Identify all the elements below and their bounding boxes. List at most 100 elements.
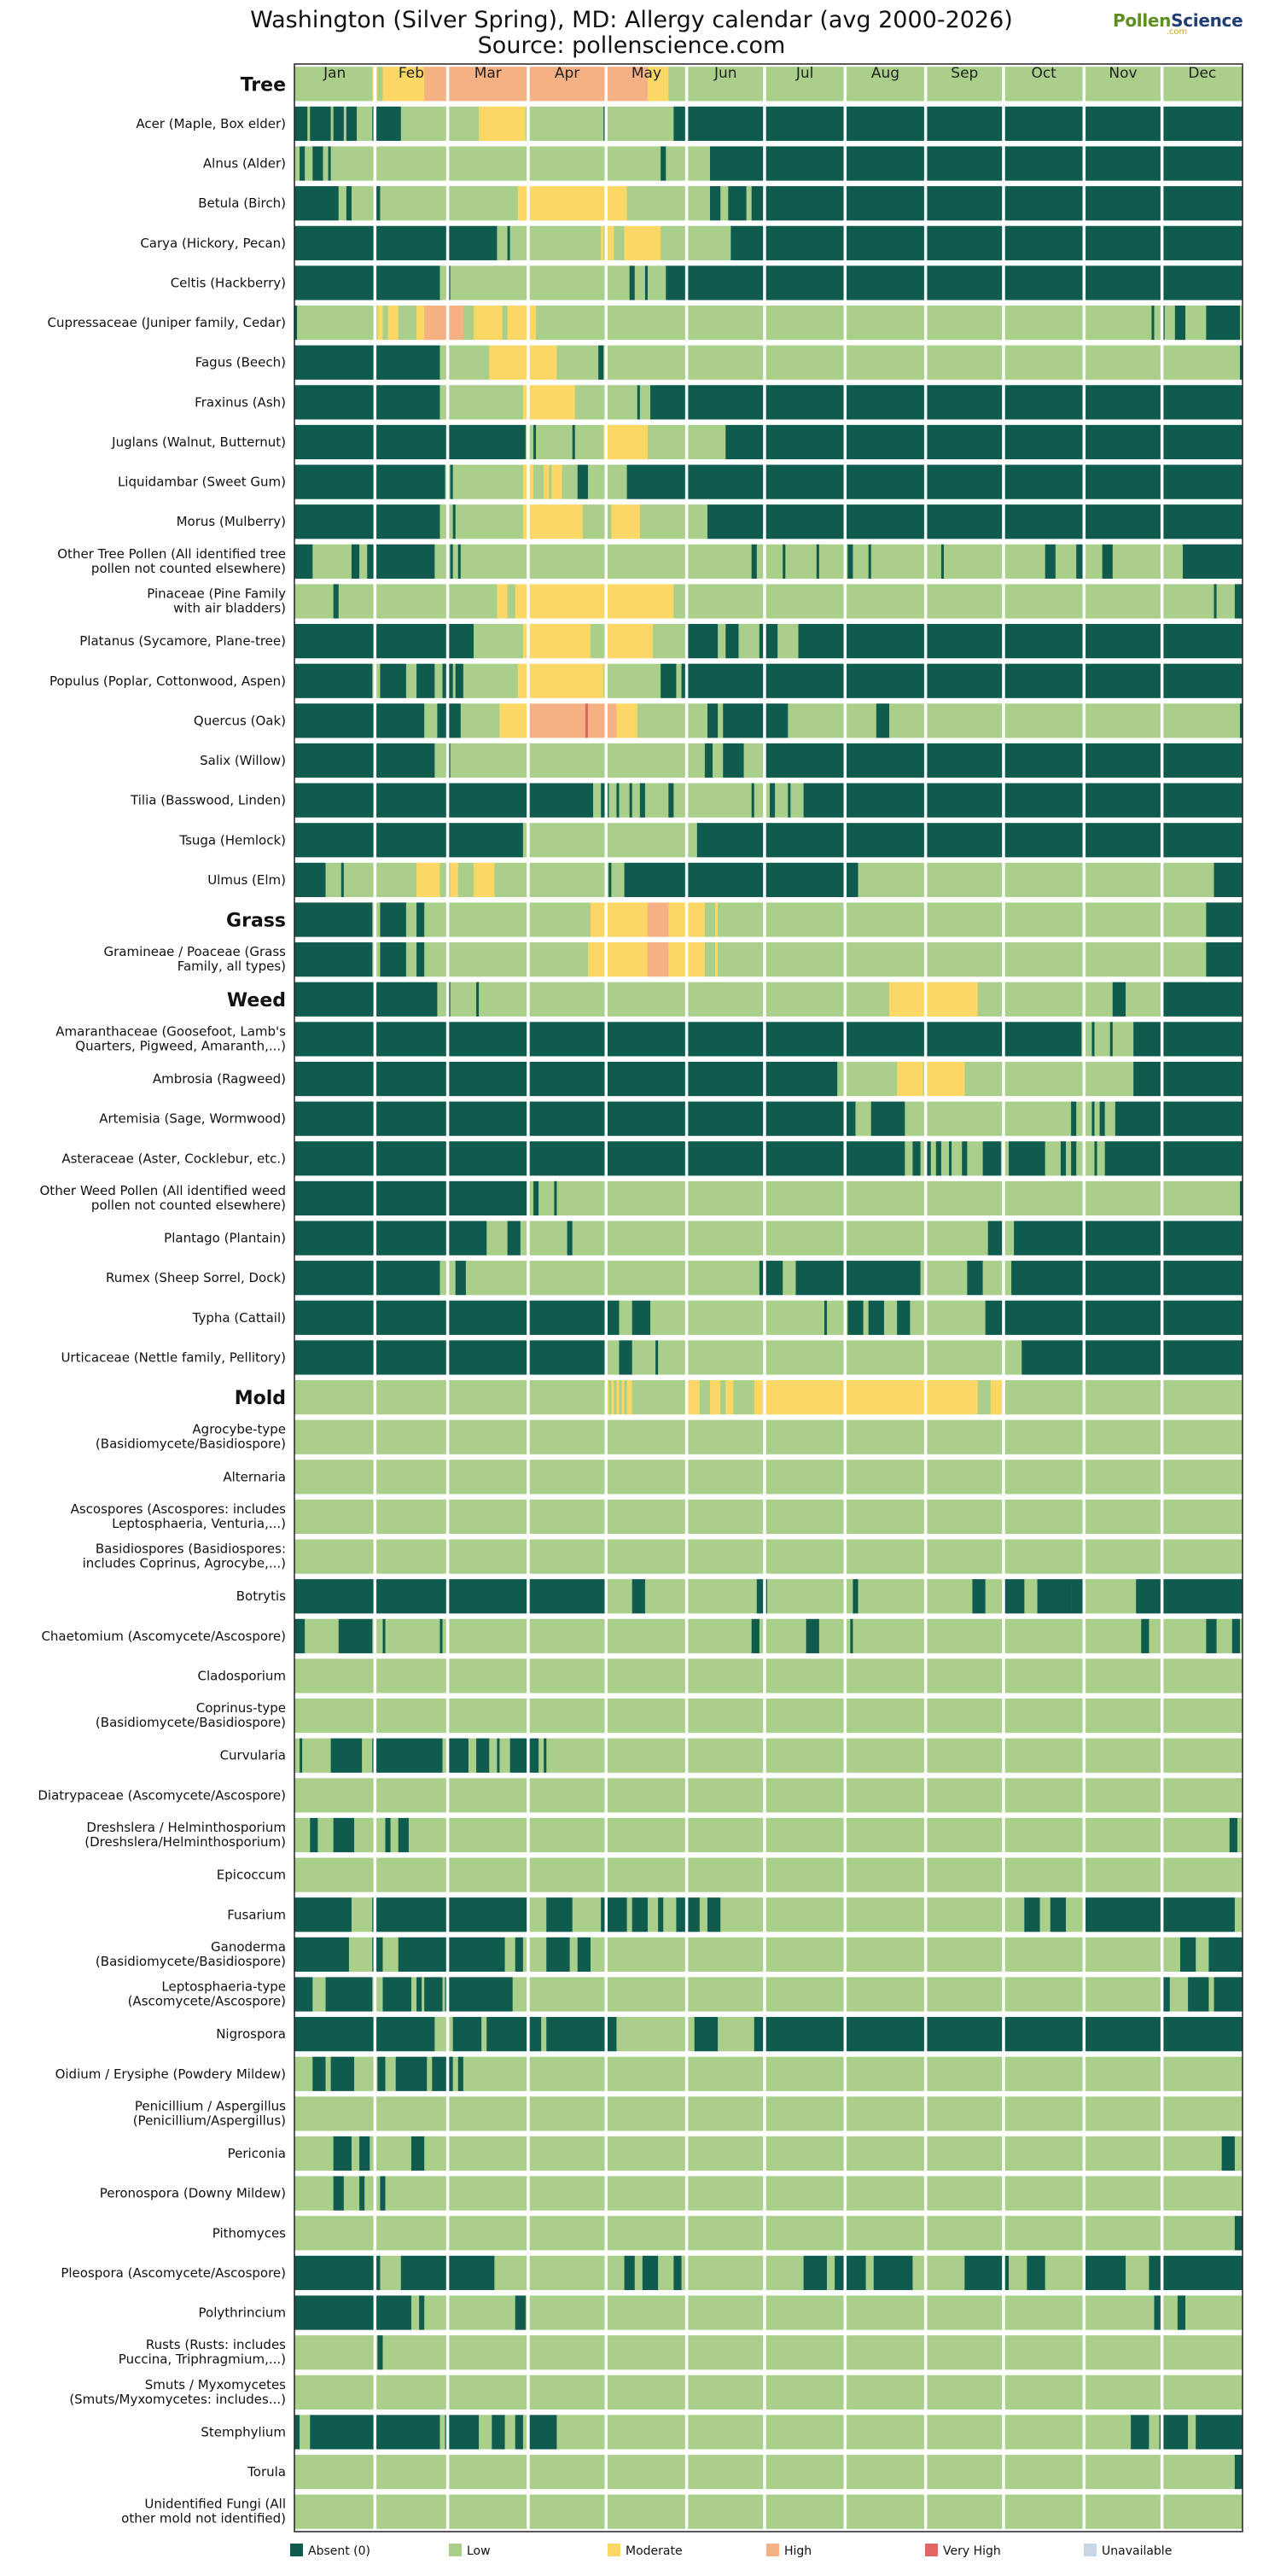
- heat-cell: [1221, 2136, 1236, 2171]
- heat-cell: [601, 225, 604, 260]
- month-label: May: [632, 65, 661, 82]
- heat-cell: [300, 2415, 311, 2450]
- heat-cell: [873, 2255, 913, 2291]
- heat-cell: [489, 1738, 498, 1773]
- heat-cell: [1239, 504, 1243, 539]
- heat-cell: [294, 2056, 313, 2091]
- heat-cell: [556, 345, 599, 380]
- heat-cell: [346, 186, 352, 221]
- pollenscience-logo[interactable]: PollenScience .com: [1113, 10, 1243, 37]
- heat-cell: [1239, 2136, 1243, 2171]
- heat-cell: [330, 2056, 355, 2091]
- heat-cell: [788, 703, 877, 738]
- heat-cell: [522, 823, 698, 858]
- heat-cell: [590, 624, 607, 659]
- heat-cell: [504, 1937, 516, 1972]
- heat-cell: [868, 1300, 885, 1335]
- heat-cell: [806, 1618, 820, 1653]
- heat-cell: [608, 862, 612, 898]
- heat-cell: [1188, 2415, 1196, 2450]
- heat-cell: [632, 1300, 651, 1335]
- heat-cell: [1131, 2415, 1150, 2450]
- heat-cell: [382, 67, 425, 102]
- heat-cell: [868, 544, 872, 579]
- heat-cell: [1094, 1101, 1100, 1136]
- heat-cell: [728, 186, 747, 221]
- month-label: Oct: [1031, 65, 1056, 82]
- heat-cell: [718, 703, 724, 738]
- heat-cell: [346, 106, 358, 142]
- heat-cell: [479, 106, 527, 142]
- heat-cell: [686, 1379, 701, 1415]
- heat-cell: [647, 942, 669, 977]
- heat-cell: [624, 225, 661, 260]
- row-label: Juglans (Walnut, Butternut): [111, 434, 286, 450]
- heat-cell: [920, 1141, 926, 1176]
- heat-cell: [1239, 2176, 1243, 2211]
- row-label: Quercus (Oak): [194, 713, 286, 728]
- heat-cell: [300, 146, 306, 181]
- heat-cell: [1239, 1300, 1243, 1335]
- heat-cell: [1161, 1977, 1171, 2012]
- row-label: Alternaria: [223, 1469, 286, 1484]
- heat-cell: [385, 2056, 397, 2091]
- row-label: Platanus (Sycamore, Plane-tree): [79, 633, 286, 649]
- heat-cell: [798, 624, 1241, 659]
- row-label: Tilia (Basswood, Linden): [130, 793, 286, 808]
- heat-cell: [1196, 2415, 1241, 2450]
- heat-cell: [1237, 1817, 1241, 1853]
- heat-cell: [382, 305, 388, 341]
- heat-cell: [1009, 2255, 1027, 2291]
- heat-cell: [644, 265, 649, 300]
- heat-cell: [910, 1300, 986, 1335]
- heat-cell: [1102, 544, 1114, 579]
- heat-cell: [434, 743, 448, 778]
- heat-cell: [294, 1460, 1241, 1495]
- heat-cell: [853, 1618, 1142, 1653]
- heat-cell: [380, 902, 407, 937]
- heat-cell: [294, 942, 373, 977]
- row-label: Urticaceae (Nettle family, Pellitory): [61, 1349, 286, 1365]
- legend-label: Unavailable: [1102, 2544, 1173, 2558]
- heat-cell: [546, 1937, 570, 1972]
- heat-cell: [515, 1937, 524, 1972]
- heat-cell: [294, 464, 445, 499]
- heat-cell: [294, 703, 425, 738]
- heat-cell: [751, 544, 758, 579]
- heat-cell: [611, 504, 641, 539]
- month-label: Nov: [1109, 65, 1137, 82]
- heat-cell: [294, 225, 498, 260]
- heat-cell: [343, 862, 417, 898]
- heat-cell: [380, 663, 407, 698]
- heat-cell: [1099, 1101, 1105, 1136]
- legend-label: Moderate: [626, 2544, 683, 2558]
- heat-cell: [434, 2017, 453, 2052]
- heat-cell: [294, 544, 313, 579]
- heat-cell: [398, 1817, 410, 1853]
- month-label: Dec: [1188, 65, 1216, 82]
- row-label: Tsuga (Hemlock): [178, 832, 286, 848]
- heat-cell: [377, 305, 383, 341]
- heat-cell: [1239, 1937, 1243, 1972]
- heat-cell: [305, 1618, 318, 1653]
- heat-cell: [1239, 584, 1243, 619]
- heat-cell: [940, 544, 945, 579]
- heat-cell: [382, 2335, 1241, 2370]
- legend-swatch: [766, 2544, 779, 2556]
- heat-cell: [424, 2295, 516, 2330]
- heat-cell: [889, 703, 1241, 738]
- heat-cell: [751, 1618, 760, 1653]
- heat-cell: [294, 1101, 856, 1136]
- legend-swatch: [608, 2544, 620, 2556]
- heat-cell: [614, 225, 625, 260]
- heat-cell: [1234, 2136, 1241, 2171]
- heat-cell: [1003, 1221, 1015, 1256]
- category-label: Mold: [235, 1388, 286, 1409]
- heat-cell: [294, 67, 373, 102]
- heat-cell: [410, 1977, 417, 2012]
- heat-cell: [943, 544, 1045, 579]
- heat-cell: [442, 1618, 753, 1653]
- row-label: Coprinus-type (Basidiomycete/Basidiospore…: [96, 1700, 286, 1730]
- heat-cell: [1206, 902, 1241, 937]
- heat-cell: [359, 2176, 365, 2211]
